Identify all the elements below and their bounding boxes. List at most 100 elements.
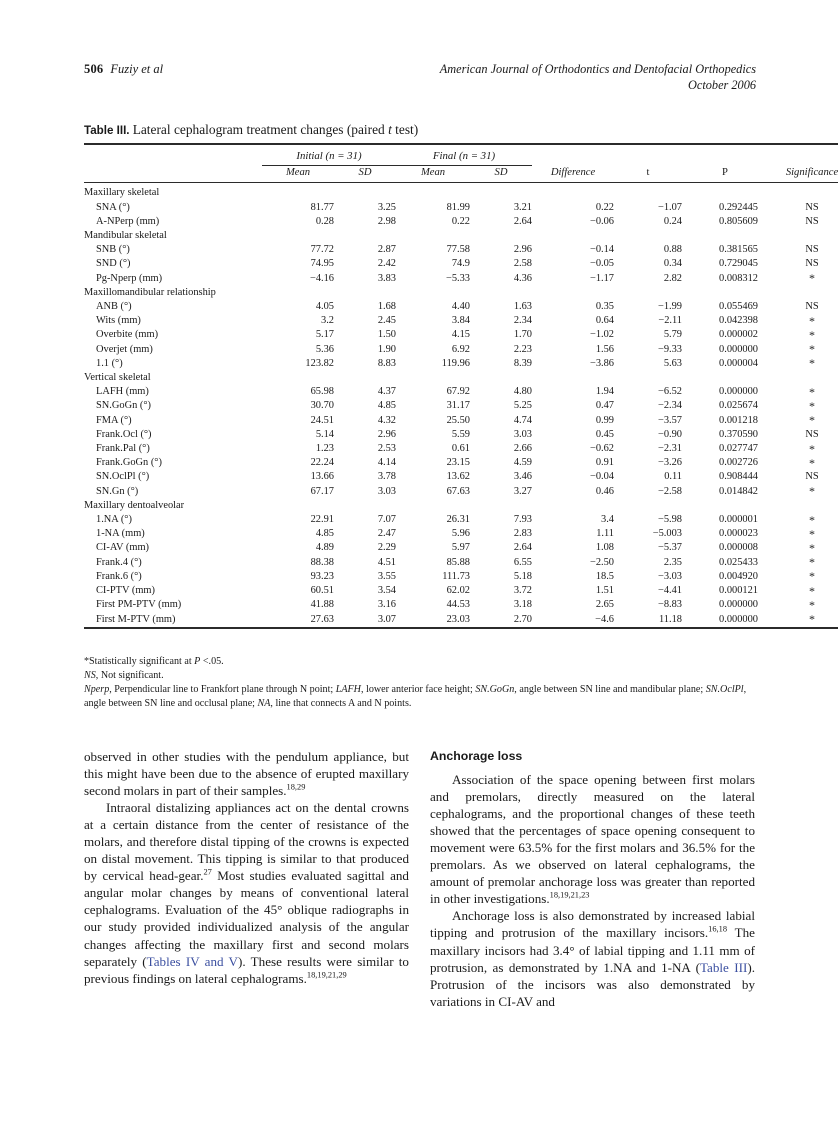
cell-difference: −0.04 [589, 471, 614, 483]
table-section-row: Mandibular skeletal [84, 229, 838, 243]
running-head-right: American Journal of Orthodontics and Den… [440, 62, 756, 93]
table-row: ANB (°) 4.05 1.68 4.40 1.63 0.35 −1.99 0.055469… [84, 300, 838, 314]
group-header-spacer [682, 149, 768, 166]
row-label: 1.1 (°) [96, 357, 123, 369]
table-row: CI-AV (mm) 4.89 2.29 5.97 2.64 1.08 −5.37 0.000… [84, 541, 838, 555]
cell-difference: 0.64 [595, 315, 614, 327]
cell-p: 0.014842 [719, 485, 758, 497]
table-caption-italic: t [388, 122, 392, 137]
table-section-title: Maxillary dentoalveolar [84, 499, 185, 511]
group-header-spacer [768, 149, 838, 166]
cell-final-mean: 23.15 [446, 457, 470, 469]
cell-final-mean: 3.84 [451, 315, 470, 327]
table-section-row: Maxillary skeletal [84, 186, 838, 200]
cell-final-sd: 8.39 [513, 357, 532, 369]
cell-initial-mean: 74.95 [310, 258, 334, 270]
cell-t: −1.99 [657, 301, 682, 313]
citation-ref: 18,19,21,23 [549, 891, 590, 901]
row-label: LAFH (mm) [96, 386, 149, 398]
cell-final-sd: 3.72 [513, 585, 532, 597]
table-cross-reference[interactable]: Tables IV and V [146, 953, 239, 969]
cell-difference: −4.6 [595, 613, 614, 625]
table-section-title: Mandibular skeletal [84, 230, 167, 242]
cell-initial-sd: 1.68 [377, 301, 396, 313]
paragraph-anchorage-association: Association of the space opening between… [430, 772, 755, 907]
table-caption-text-end: test) [391, 122, 419, 137]
cell-significance: NS [805, 244, 819, 256]
paragraph-anchorage-incisors: Anchorage loss is also demonstrated by i… [430, 908, 755, 1009]
cell-p: 0.025433 [719, 556, 758, 568]
cell-significance: * [809, 313, 815, 328]
journal-title: American Journal of Orthodontics and Den… [439, 62, 756, 76]
cell-initial-sd: 3.07 [377, 613, 396, 625]
cell-final-sd: 3.18 [513, 599, 532, 611]
cell-initial-sd: 8.83 [377, 357, 396, 369]
cell-initial-sd: 3.55 [377, 570, 396, 582]
cell-significance: * [809, 413, 815, 428]
paragraph-continued: observed in other studies with the pendu… [84, 749, 409, 799]
cell-initial-mean: 60.51 [310, 585, 334, 597]
citation-ref: 18,19,21,29 [306, 970, 347, 980]
table-row: CI-PTV (mm) 60.51 3.54 62.02 3.72 1.51 −4.41 0.… [84, 584, 838, 598]
cell-final-sd: 2.34 [513, 315, 532, 327]
cell-final-sd: 4.36 [513, 272, 532, 284]
table-row: 1-NA (mm) 4.85 2.47 5.96 2.83 1.11 −5.003 0.000… [84, 527, 838, 541]
cell-t: −8.83 [657, 599, 682, 611]
table-row: Overjet (mm) 5.36 1.90 6.92 2.23 1.56 −9.33 0.0… [84, 343, 838, 357]
table-row: SND (°) 74.95 2.42 74.9 2.58 −0.05 0.34 0.72904… [84, 257, 838, 271]
cell-final-sd: 2.58 [513, 258, 532, 270]
table-block: Table III. Lateral cephalogram treatment… [84, 122, 838, 632]
table-row: Frank.Ocl (°) 5.14 2.96 5.59 3.03 0.45 −0.90 0.… [84, 428, 838, 442]
cell-initial-mean: 4.85 [315, 528, 334, 540]
cell-difference: 1.51 [595, 585, 614, 597]
cell-difference: 0.99 [595, 414, 614, 426]
table-section-row: Maxillary dentoalveolar [84, 499, 838, 513]
cell-initial-mean: 41.88 [310, 599, 334, 611]
column-header-difference: Difference [550, 167, 596, 179]
body-column-left: observed in other studies with the pendu… [84, 748, 409, 987]
row-label: SND (°) [96, 258, 131, 270]
cell-significance: * [809, 399, 815, 414]
row-label: Frank.4 (°) [96, 556, 142, 568]
footnote-ns: NS, Not significant. [84, 670, 164, 682]
table-section-row: Vertical skeletal [84, 371, 838, 385]
cell-final-sd: 2.64 [513, 542, 532, 554]
cell-significance: * [809, 484, 815, 499]
table-group-header-row: Initial (n = 31) Final (n = 31) [84, 149, 838, 167]
cell-initial-mean: 77.72 [310, 244, 334, 256]
cell-initial-sd: 2.98 [377, 215, 396, 227]
table-row: SNA (°) 81.77 3.25 81.99 3.21 0.22 −1.07 0.2924… [84, 201, 838, 215]
table-section-title: Vertical skeletal [84, 372, 151, 384]
cell-p: 0.000008 [719, 542, 758, 554]
table-cross-reference[interactable]: Table III [699, 959, 748, 975]
cell-t: 2.35 [663, 556, 682, 568]
cell-final-mean: 111.73 [442, 570, 470, 582]
cell-t: −3.26 [657, 457, 682, 469]
cell-t: 0.24 [663, 215, 682, 227]
cell-initial-mean: 67.17 [310, 485, 334, 497]
row-label: SN.OclPl (°) [96, 471, 150, 483]
cell-final-sd: 2.83 [513, 528, 532, 540]
table-row: LAFH (mm) 65.98 4.37 67.92 4.80 1.94 −6.52 0.00… [84, 385, 838, 399]
cell-initial-sd: 2.45 [377, 315, 396, 327]
row-label: SNB (°) [96, 244, 130, 256]
citation-ref: 27 [203, 867, 212, 877]
cell-final-mean: 31.17 [446, 400, 470, 412]
cell-initial-sd: 3.83 [377, 272, 396, 284]
cell-initial-sd: 2.96 [377, 428, 396, 440]
table-row: Overbite (mm) 5.17 1.50 4.15 1.70 −1.02 5.79 0.… [84, 328, 838, 342]
cell-initial-sd: 2.42 [377, 258, 396, 270]
group-header-spacer [532, 149, 614, 166]
cell-final-mean: 62.02 [446, 585, 470, 597]
cell-t: −5.37 [657, 542, 682, 554]
cell-difference: −0.05 [589, 258, 614, 270]
table-row: First PM-PTV (mm) 41.88 3.16 44.53 3.18 2.65 −… [84, 598, 838, 612]
cell-difference: −0.14 [589, 244, 614, 256]
cell-initial-sd: 3.54 [377, 585, 396, 597]
cell-p: 0.000000 [719, 386, 758, 398]
cell-final-sd: 2.96 [513, 244, 532, 256]
cell-final-sd: 1.70 [513, 329, 532, 341]
cell-initial-sd: 3.03 [377, 485, 396, 497]
cell-final-mean: 26.31 [446, 514, 470, 526]
cell-initial-sd: 2.53 [377, 443, 396, 455]
